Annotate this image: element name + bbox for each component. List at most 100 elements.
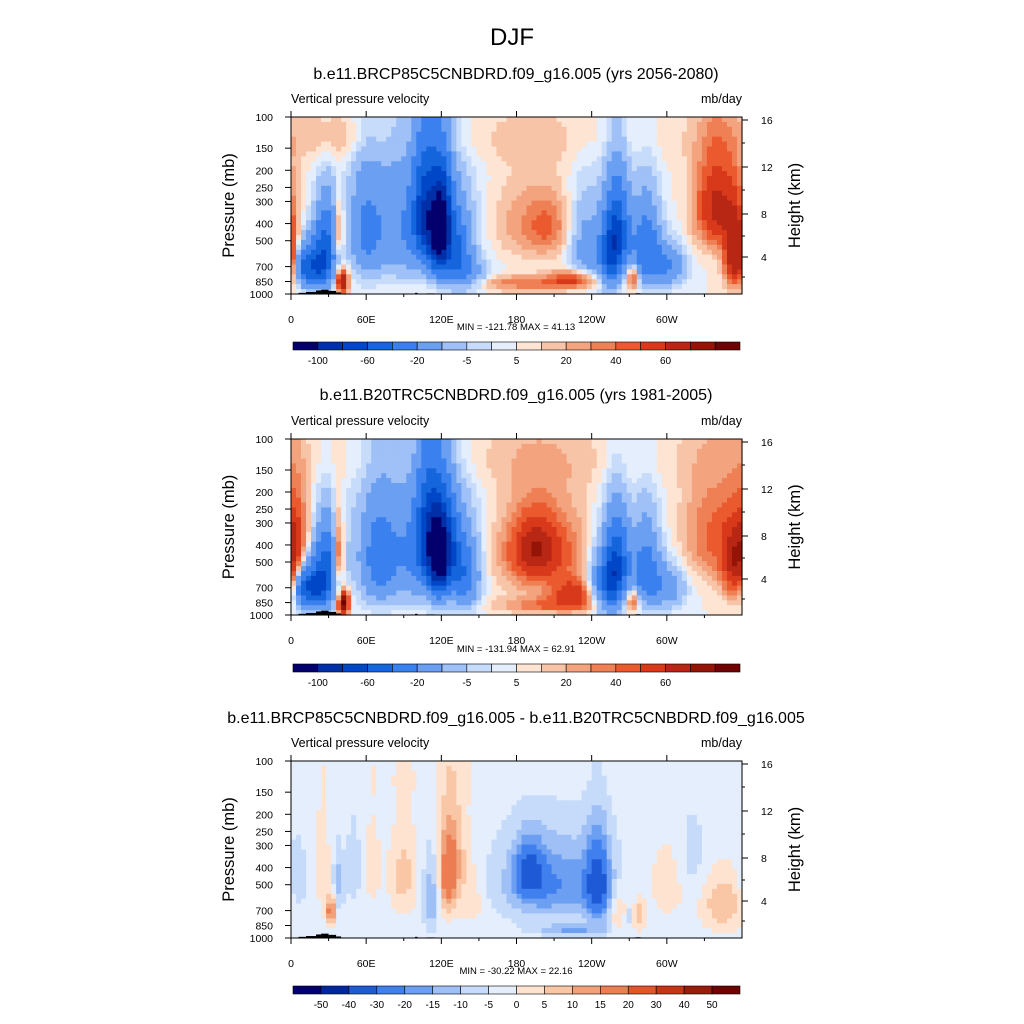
field-cell <box>566 473 573 479</box>
field-cell <box>571 205 578 212</box>
field-cell <box>676 156 683 162</box>
field-cell <box>421 254 427 261</box>
field-cell <box>391 225 397 231</box>
field-cell <box>381 463 387 469</box>
field-cell <box>306 151 312 157</box>
field-cell <box>596 468 603 474</box>
field-cell <box>526 131 533 138</box>
field-cell <box>436 269 442 275</box>
field-cell <box>721 195 728 202</box>
field-cell <box>526 249 533 256</box>
field-cell <box>476 254 483 261</box>
field-cell <box>566 264 573 271</box>
field-cell <box>346 517 352 523</box>
field-cell <box>601 136 608 143</box>
field-cell <box>656 131 663 138</box>
field-cell <box>601 478 608 484</box>
field-cell <box>611 244 618 251</box>
field-cell <box>311 527 317 533</box>
field-cell <box>386 517 392 523</box>
field-cell <box>701 289 708 295</box>
field-cell <box>456 487 462 494</box>
field-cell <box>651 161 658 167</box>
field-cell <box>666 284 673 290</box>
field-cell <box>356 195 362 202</box>
field-cell <box>701 220 708 226</box>
field-cell <box>511 443 518 450</box>
field-cell <box>506 463 513 469</box>
field-cell <box>566 507 573 513</box>
field-cell <box>616 478 623 484</box>
field-cell <box>296 468 302 474</box>
field-cell <box>471 284 478 290</box>
field-cell <box>446 492 452 499</box>
field-cell <box>396 230 402 236</box>
field-cell <box>441 190 447 197</box>
field-cell <box>416 180 422 187</box>
field-cell <box>361 171 367 177</box>
field-cell <box>496 210 503 216</box>
field-cell <box>381 527 387 533</box>
field-cell <box>701 141 708 148</box>
field-cell <box>651 269 658 275</box>
field-cell <box>406 458 412 465</box>
field-cell <box>361 289 367 295</box>
field-cell <box>641 131 648 138</box>
field-cell <box>651 146 658 153</box>
field-cell <box>321 517 327 523</box>
field-cell <box>401 244 407 251</box>
field-cell <box>451 473 457 479</box>
field-cell <box>626 230 633 236</box>
field-cell <box>391 453 397 460</box>
field-cell <box>506 458 513 465</box>
field-cell <box>491 254 498 261</box>
field-cell <box>401 200 407 207</box>
field-cell <box>441 126 447 133</box>
field-cell <box>446 439 452 445</box>
field-cell <box>566 244 573 251</box>
field-cell <box>701 249 708 256</box>
field-cell <box>391 166 397 172</box>
field-cell <box>541 517 548 523</box>
field-cell <box>456 473 462 479</box>
field-cell <box>406 512 412 518</box>
field-cell <box>586 269 593 275</box>
field-cell <box>486 274 493 280</box>
field-cell <box>411 244 417 251</box>
field-cell <box>501 439 508 445</box>
field-cell <box>426 279 432 285</box>
field-cell <box>631 131 638 138</box>
field-cell <box>501 205 508 212</box>
field-cell <box>351 264 357 271</box>
field-cell <box>666 269 673 275</box>
field-cell <box>376 497 382 504</box>
field-cell <box>366 274 372 280</box>
field-cell <box>676 215 683 221</box>
field-cell <box>456 235 462 241</box>
field-cell <box>601 517 608 523</box>
field-cell <box>726 259 733 266</box>
field-cell <box>646 497 653 504</box>
field-cell <box>346 439 352 445</box>
field-cell <box>356 230 362 236</box>
field-cell <box>336 121 342 128</box>
field-cell <box>541 121 548 128</box>
field-cell <box>606 254 613 261</box>
field-cell <box>431 121 437 128</box>
field-cell <box>356 151 362 157</box>
field-cell <box>341 171 347 177</box>
field-cell <box>516 235 523 241</box>
field-cell <box>676 284 683 290</box>
field-cell <box>646 200 653 207</box>
field-cell <box>556 274 563 280</box>
field-cell <box>661 215 668 221</box>
field-cell <box>416 141 422 148</box>
field-cell <box>481 215 488 221</box>
field-cell <box>531 239 538 246</box>
field-cell <box>301 507 307 513</box>
field-cell <box>696 507 703 513</box>
field-cell <box>576 264 583 271</box>
field-cell <box>526 274 533 280</box>
field-cell <box>376 195 382 202</box>
field-cell <box>596 176 603 182</box>
